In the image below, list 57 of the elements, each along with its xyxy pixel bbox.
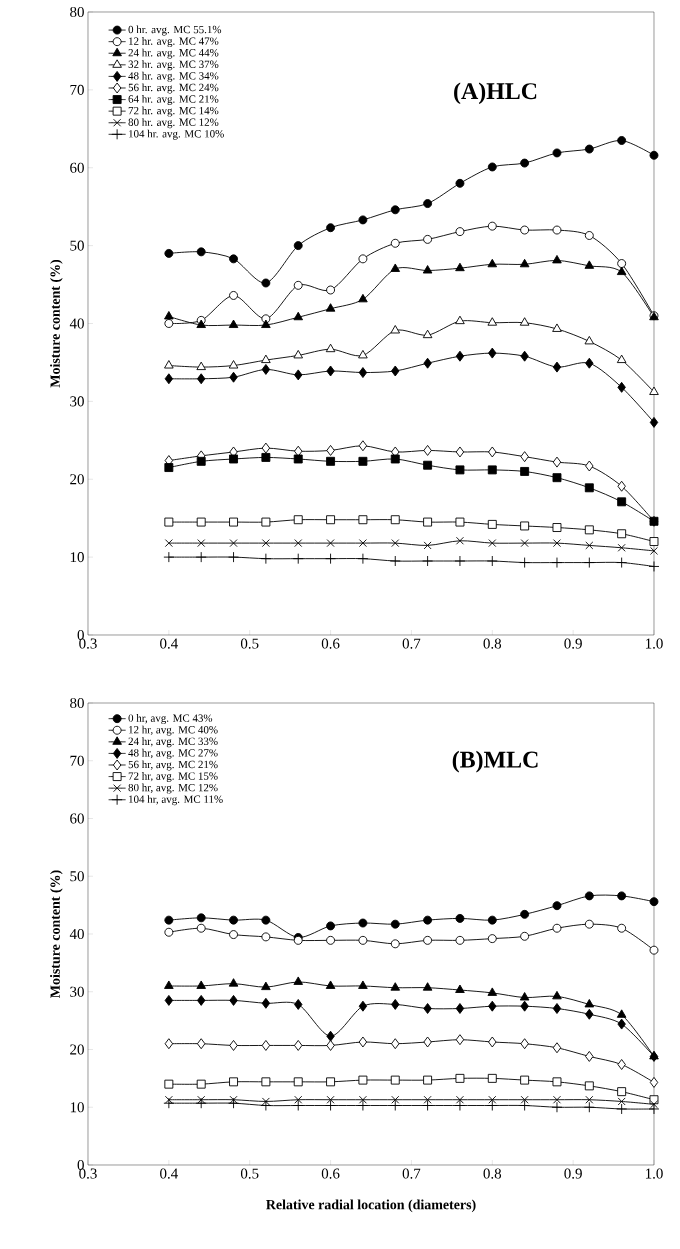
legend-label: 0 hr, avg. MC 43% — [128, 714, 213, 725]
y-tick-label: 60 — [70, 813, 84, 824]
legend-label: 80 hr. avg. MC 12% — [128, 118, 219, 129]
x-axis-title: Relative radial location (diameters) — [266, 1199, 476, 1213]
y-tick-label: 50 — [70, 871, 84, 882]
y-tick-label: 40 — [69, 318, 84, 329]
legend-label: 56 hr, avg. MC 21% — [128, 760, 218, 771]
legend-label: 64 hr. avg. MC 21% — [128, 95, 219, 105]
y-tick-label: 60 — [70, 162, 84, 173]
legend-label: 56 hr. avg. MC 24% — [128, 83, 219, 94]
y-tick-label: 20 — [70, 1044, 84, 1055]
y-tick-label: 30 — [70, 986, 84, 997]
y-tick-label: 40 — [69, 928, 84, 940]
legend-label: 24 hr, avg. MC 33% — [128, 737, 218, 748]
legend-label: 72 hr, avg. MC 15% — [128, 772, 218, 782]
x-tick-label: 0.3 — [79, 1168, 97, 1179]
y-tick-label: 10 — [70, 1102, 84, 1113]
x-tick-label: 1.0 — [645, 1168, 663, 1179]
y-tick-label: 0 — [77, 629, 84, 641]
y-tick-label: 20 — [70, 474, 84, 485]
y-tick-label: 70 — [70, 84, 84, 95]
y-tick-label: 70 — [70, 755, 84, 766]
x-tick-label: 0.9 — [564, 1168, 582, 1179]
legend-label: 24 hr. avg. MC 44% — [128, 48, 219, 59]
x-tick-label: 0.9 — [564, 638, 582, 649]
x-tick-label: 0.7 — [402, 638, 421, 649]
y-axis-title: Moisture content (%) — [50, 259, 63, 388]
x-tick-label: 1.0 — [645, 638, 663, 649]
x-tick-label: 0.6 — [321, 1168, 340, 1179]
legend-label: 104 hr. avg. MC 10% — [129, 129, 224, 140]
legend-label: 12 hr, avg. MC 40% — [129, 725, 218, 736]
legend-label: 48 hr, avg. MC 27% — [128, 748, 218, 759]
x-tick-label: 0.4 — [160, 1168, 178, 1179]
y-tick-label: 80 — [70, 6, 84, 18]
legend-label: 12 hr. avg. MC 47% — [129, 37, 219, 48]
y-tick-label: 80 — [70, 697, 84, 709]
y-tick-label: 30 — [70, 396, 84, 407]
x-tick-label: 0.8 — [483, 1168, 502, 1179]
legend-label: 48 hr. avg. MC 34% — [128, 71, 219, 82]
text: (B)MLC — [452, 750, 538, 773]
x-tick-label: 0.4 — [160, 638, 178, 649]
x-tick-label: 0.7 — [402, 1168, 421, 1179]
legend-label: 0 hr. avg. MC 55.1% — [128, 25, 222, 36]
text: (A)HLC — [454, 82, 537, 105]
legend-label: 32 hr. avg. MC 37% — [128, 60, 219, 71]
legend-label: 80 hr, avg. MC 12% — [128, 783, 218, 794]
legend-label: 72 hr. avg. MC 14% — [128, 106, 219, 117]
x-tick-label: 0.3 — [79, 638, 97, 649]
x-tick-label: 0.8 — [483, 638, 502, 649]
y-tick-label: 50 — [70, 240, 84, 251]
y-axis-title: Moisture content (%) — [50, 870, 63, 998]
x-tick-label: 0.5 — [240, 638, 259, 649]
y-tick-label: 0 — [77, 1159, 84, 1171]
x-tick-label: 0.5 — [240, 1168, 259, 1179]
x-tick-label: 0.6 — [321, 638, 340, 649]
legend-label: 104 hr, avg. MC 11% — [129, 795, 223, 806]
y-tick-label: 10 — [70, 552, 84, 563]
